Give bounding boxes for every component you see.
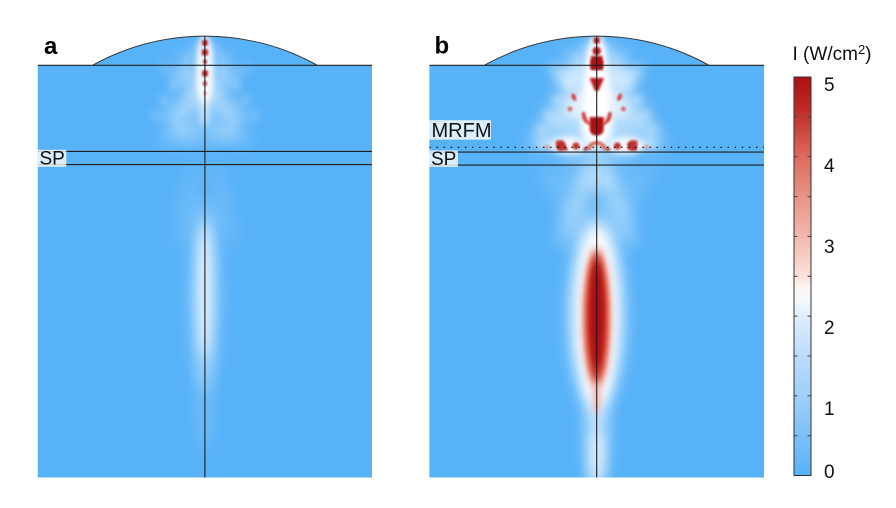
svg-text:1: 1 — [824, 399, 835, 420]
svg-text:SP: SP — [40, 148, 65, 169]
svg-text:3: 3 — [824, 237, 835, 258]
svg-text:5: 5 — [824, 75, 835, 96]
svg-text:4: 4 — [824, 156, 835, 177]
svg-text:0: 0 — [824, 462, 835, 483]
svg-text:b: b — [435, 33, 450, 60]
svg-text:MRFM: MRFM — [432, 120, 492, 142]
svg-text:2: 2 — [824, 318, 835, 339]
svg-text:SP: SP — [431, 149, 456, 170]
svg-text:I (W/cm2): I (W/cm2) — [793, 42, 872, 65]
svg-text:a: a — [44, 33, 58, 60]
